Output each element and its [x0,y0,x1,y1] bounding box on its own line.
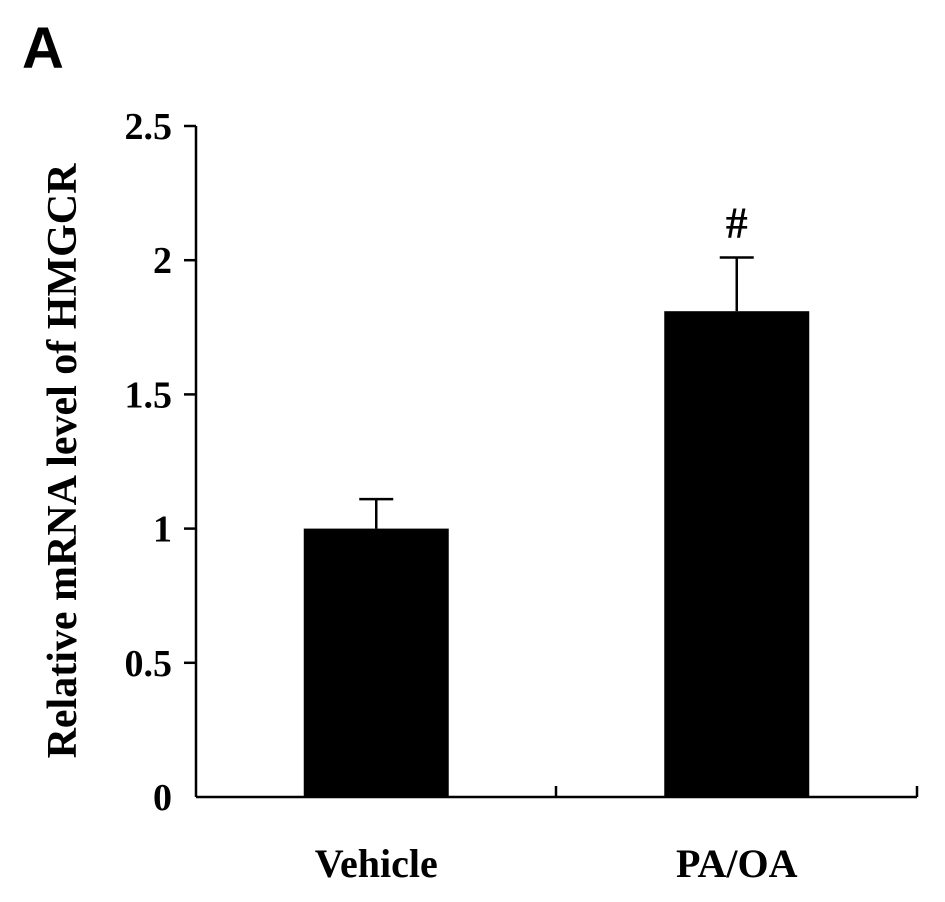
x-category-label: PA/OA [676,841,798,886]
y-axis-label: Relative mRNA level of HMGCR [40,163,86,759]
y-tick-label: 1 [153,509,172,551]
y-tick-label: 0 [153,777,172,819]
y-tick-label: 2.5 [125,106,173,148]
significance-mark: # [726,199,748,248]
bars: Vehicle PA/OA # [303,199,810,886]
panel-letter: A [22,16,64,81]
axes [194,126,919,799]
y-axis-ticks: 0 0.5 1 1.5 2 2.5 [125,106,196,819]
y-tick-label: 2 [153,240,172,282]
y-tick-label: 1.5 [125,374,173,416]
bar-pa-oa [664,311,810,797]
x-category-label: Vehicle [315,841,438,886]
y-tick-label: 0.5 [125,643,173,685]
bar-vehicle [303,528,449,797]
